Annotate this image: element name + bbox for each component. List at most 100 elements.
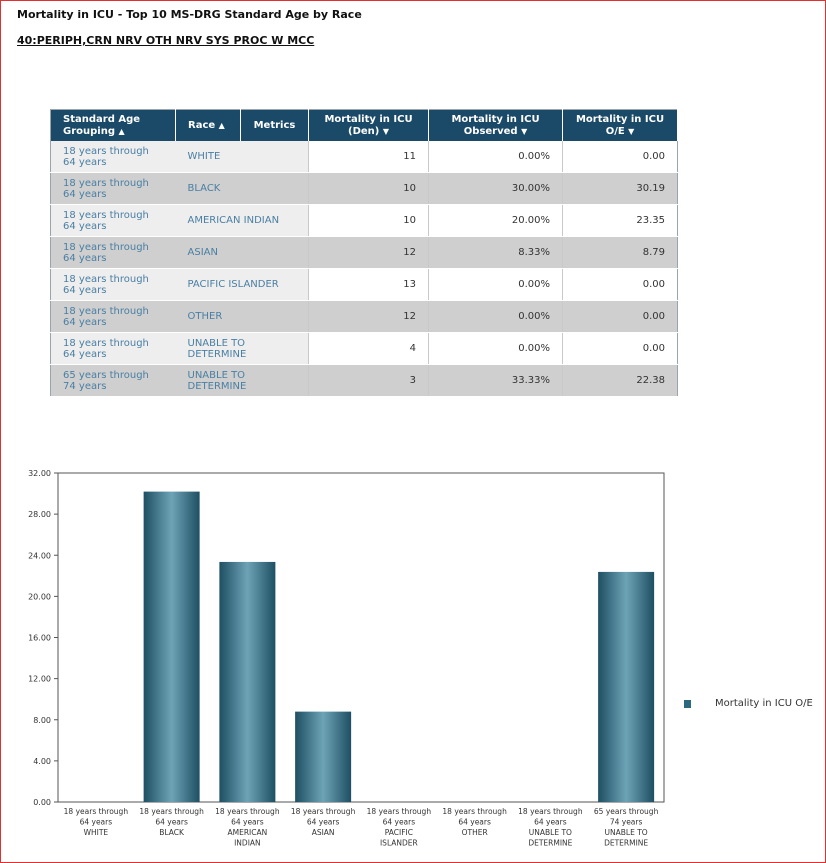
mortality-table: Standard Age Grouping ▲ Race ▲ Metrics M… [50,109,678,397]
y-tick-label: 28.00 [28,510,51,519]
race-cell[interactable]: WHITE [175,141,309,173]
age-cell[interactable]: 18 years through 64 years [50,236,176,269]
bar[interactable] [598,571,655,802]
x-tick-label: ISLANDER [380,839,418,848]
observed-cell: 0.00% [428,300,563,333]
age-cell[interactable]: 18 years through 64 years [50,172,176,205]
oe-cell: 30.19 [562,172,678,205]
sort-down-icon: ▼ [521,126,528,136]
x-tick-label: UNABLE TO [529,828,572,837]
age-cell[interactable]: 65 years through 74 years [50,364,176,397]
den-cell: 12 [308,236,429,269]
den-cell: 12 [308,300,429,333]
table-row: 18 years through 64 years OTHER 12 0.00%… [50,300,678,333]
age-cell[interactable]: 18 years through 64 years [50,204,176,237]
y-tick-label: 20.00 [28,592,51,601]
x-tick-label: 18 years through [291,807,356,816]
header-metrics[interactable]: Metrics [240,109,309,141]
race-cell[interactable]: UNABLE TO DETERMINE [175,332,309,365]
header-race[interactable]: Race ▲ [175,109,241,141]
table-row: 18 years through 64 years BLACK 10 30.00… [50,172,678,205]
age-cell[interactable]: 18 years through 64 years [50,300,176,333]
chart-legend: Mortality in ICU O/E [684,698,813,709]
header-mortality-den[interactable]: Mortality in ICU (Den) ▼ [308,109,429,141]
y-tick-label: 4.00 [33,757,51,766]
observed-cell: 0.00% [428,141,563,173]
table-row: 18 years through 64 years PACIFIC ISLAND… [50,268,678,301]
oe-cell: 0.00 [562,141,678,173]
x-tick-label: 18 years through [518,807,583,816]
race-cell[interactable]: PACIFIC ISLANDER [175,268,309,301]
bar[interactable] [295,711,352,802]
y-tick-label: 24.00 [28,551,51,560]
x-tick-label: WHITE [84,828,109,837]
table-row: 18 years through 64 years WHITE 11 0.00%… [50,141,678,173]
den-cell: 10 [308,204,429,237]
race-cell[interactable]: UNABLE TO DETERMINE [175,364,309,397]
x-tick-label: 64 years [307,818,340,827]
x-tick-label: UNABLE TO [605,828,648,837]
table-row: 18 years through 64 years UNABLE TO DETE… [50,332,678,365]
legend-label: Mortality in ICU O/E [715,698,813,709]
age-cell[interactable]: 18 years through 64 years [50,268,176,301]
age-cell[interactable]: 18 years through 64 years [50,141,176,173]
y-tick-label: 8.00 [33,716,51,725]
oe-cell: 0.00 [562,332,678,365]
observed-cell: 20.00% [428,204,563,237]
race-cell[interactable]: ASIAN [175,236,309,269]
den-cell: 10 [308,172,429,205]
x-tick-label: 18 years through [64,807,129,816]
observed-cell: 30.00% [428,172,563,205]
observed-cell: 33.33% [428,364,563,397]
x-tick-label: 64 years [80,818,113,827]
den-cell: 3 [308,364,429,397]
x-tick-label: 74 years [610,818,643,827]
header-age-grouping[interactable]: Standard Age Grouping ▲ [50,109,176,141]
sort-up-icon: ▲ [218,120,225,130]
y-tick-label: 0.00 [33,798,51,807]
age-cell[interactable]: 18 years through 64 years [50,332,176,365]
header-mortality-oe[interactable]: Mortality in ICU O/E ▼ [562,109,678,141]
x-tick-label: 64 years [458,818,491,827]
x-tick-label: ASIAN [312,828,335,837]
x-tick-label: 64 years [231,818,264,827]
race-cell[interactable]: AMERICAN INDIAN [175,204,309,237]
x-tick-label: 18 years through [442,807,507,816]
x-tick-label: PACIFIC [385,828,413,837]
sort-up-icon: ▲ [118,126,125,136]
table-row: 65 years through 74 years UNABLE TO DETE… [50,364,678,397]
x-tick-label: DETERMINE [528,839,572,848]
x-tick-label: 64 years [534,818,567,827]
y-tick-label: 16.00 [28,634,51,643]
y-tick-label: 32.00 [28,469,51,478]
y-tick-label: 12.00 [28,675,51,684]
report-title: Mortality in ICU - Top 10 MS-DRG Standar… [17,8,362,21]
x-tick-label: BLACK [159,828,185,837]
header-mortality-observed[interactable]: Mortality in ICU Observed ▼ [428,109,563,141]
bar[interactable] [219,561,276,802]
table-row: 18 years through 64 years ASIAN 12 8.33%… [50,236,678,269]
oe-cell: 22.38 [562,364,678,397]
x-tick-label: INDIAN [234,839,261,848]
observed-cell: 0.00% [428,268,563,301]
race-cell[interactable]: BLACK [175,172,309,205]
table-row: 18 years through 64 years AMERICAN INDIA… [50,204,678,237]
race-cell[interactable]: OTHER [175,300,309,333]
x-tick-label: DETERMINE [604,839,648,848]
legend-swatch [684,699,691,708]
x-tick-label: OTHER [462,828,488,837]
den-cell: 4 [308,332,429,365]
den-cell: 13 [308,268,429,301]
bar[interactable] [143,491,200,802]
x-tick-label: 18 years through [139,807,204,816]
oe-bar-chart: 0.00 4.00 8.00 12.00 16.00 20.00 24.00 28.00 32.… [28,469,665,848]
observed-cell: 8.33% [428,236,563,269]
x-tick-label: AMERICAN [228,828,268,837]
sort-down-icon: ▼ [382,126,389,136]
x-tick-label: 64 years [383,818,416,827]
sort-down-icon: ▼ [628,126,635,136]
x-tick-label: 18 years through [215,807,280,816]
oe-cell: 8.79 [562,236,678,269]
oe-cell: 0.00 [562,300,678,333]
drg-link[interactable]: 40:PERIPH,CRN NRV OTH NRV SYS PROC W MCC [17,34,315,47]
